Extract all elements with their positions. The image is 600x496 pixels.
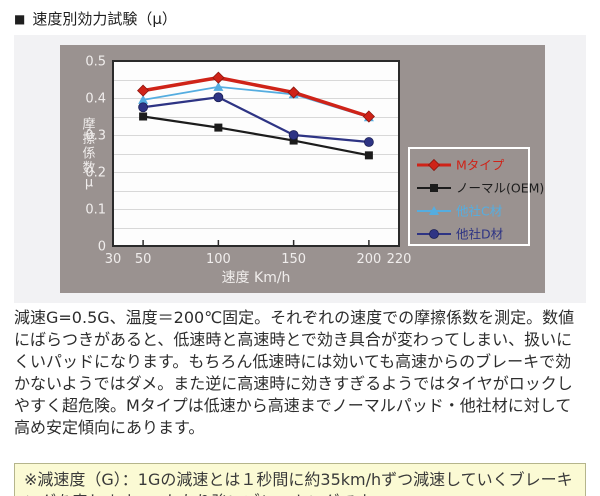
- marker-square: [364, 151, 373, 160]
- x-tick-label: 100: [206, 252, 231, 267]
- x-tick-label: 150: [281, 252, 306, 267]
- marker-square: [139, 112, 148, 121]
- series-line: [142, 96, 370, 144]
- y-axis-title-char: 数: [82, 161, 95, 176]
- legend-label: Mタイプ: [456, 158, 505, 173]
- marker-triangle: [138, 94, 149, 104]
- y-tick-label: 0: [98, 240, 106, 255]
- series-1-group: [139, 112, 373, 160]
- square-bullet-icon: ■: [14, 11, 26, 26]
- series-0-group: [137, 71, 375, 123]
- legend-item-3: 他社D材: [417, 227, 503, 242]
- marker-square: [289, 136, 298, 145]
- page-title: 速度別効力試験（μ）: [32, 10, 177, 28]
- marker-diamond: [427, 158, 441, 172]
- y-tick-label: 0.5: [85, 55, 106, 70]
- legend-label: 他社D材: [456, 227, 503, 242]
- chart-section: 0 0.1 0.2 0.3 0.4 0.5 30 50 100 150 200 220 速度 Km/h 摩…: [14, 35, 586, 303]
- marker-square: [430, 184, 438, 192]
- y-axis-title-char: 係: [82, 147, 95, 162]
- legend-box: [408, 147, 530, 246]
- marker-circle: [138, 102, 149, 113]
- plot-area: [113, 61, 399, 246]
- marker-diamond: [362, 110, 375, 123]
- series-line: [142, 115, 370, 157]
- x-axis-title: 速度 Km/h: [222, 270, 291, 286]
- marker-triangle: [429, 206, 439, 215]
- marker-circle: [288, 130, 299, 140]
- y-tick-label: 0.4: [85, 92, 106, 107]
- legend-label: 他社C材: [456, 204, 502, 219]
- section-header: ■ 速度別効力試験（μ）: [0, 0, 600, 35]
- x-tick-label: 200: [356, 252, 381, 267]
- legend-label: ノーマル(OEM): [456, 181, 544, 196]
- effectiveness-chart-svg: 0 0.1 0.2 0.3 0.4 0.5 30 50 100 150 200 220 速度 Km/h 摩…: [82, 55, 544, 287]
- y-axis-title-char: μ: [85, 176, 93, 191]
- y-tick-label: 0.3: [85, 129, 106, 144]
- marker-diamond: [287, 86, 300, 99]
- marker-diamond: [212, 71, 225, 84]
- series-3-group: [138, 92, 374, 147]
- marker-diamond: [137, 84, 150, 97]
- deceleration-note-text: ※減速度（G）：1Gの減速とは１秒間に約35km/hずつ減速していくブレーキング…: [24, 470, 573, 496]
- y-axis-title-char: 摩: [82, 117, 95, 133]
- marker-circle: [363, 137, 374, 147]
- legend-item-2: 他社C材: [417, 204, 502, 219]
- marker-circle: [213, 92, 224, 103]
- description-paragraph: 減速G=0.5G、温度＝200℃固定。それぞれの速度での摩擦係数を測定。数値にば…: [14, 308, 575, 437]
- marker-circle: [429, 229, 439, 239]
- y-tick-label: 0.1: [85, 203, 106, 218]
- marker-triangle: [213, 81, 224, 91]
- x-tick-label: 220: [387, 252, 412, 267]
- y-axis-title-char: 擦: [82, 132, 95, 147]
- y-tick-label: 0.2: [85, 166, 106, 181]
- x-tick-label: 50: [135, 252, 152, 267]
- marker-square: [214, 123, 223, 132]
- legend-item-1: ノーマル(OEM): [417, 181, 544, 196]
- legend-item-0: Mタイプ: [417, 158, 505, 173]
- deceleration-note-box: ※減速度（G）：1Gの減速とは１秒間に約35km/hずつ減速していくブレーキング…: [14, 463, 586, 496]
- friction-chart-panel: 0 0.1 0.2 0.3 0.4 0.5 30 50 100 150 200 220 速度 Km/h 摩…: [60, 45, 545, 293]
- series-line: [141, 75, 371, 119]
- x-tick-label: 30: [105, 252, 122, 267]
- plot-border: [112, 60, 400, 247]
